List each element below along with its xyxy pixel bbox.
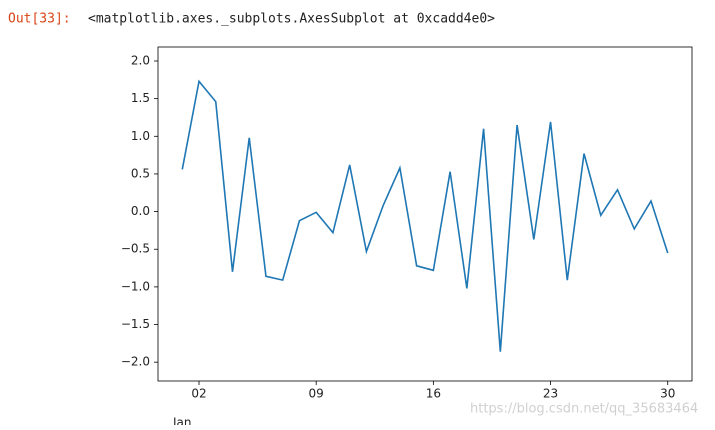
y-tick-label: −1.0 <box>121 279 150 293</box>
y-tick-label: 0.5 <box>131 166 150 180</box>
output-text: <matplotlib.axes._subplots.AxesSubplot a… <box>88 12 495 27</box>
x-tick-label: 23 <box>543 387 558 401</box>
y-tick-label: 1.5 <box>131 91 150 105</box>
x-tick-label: 09 <box>309 387 324 401</box>
y-tick-label: 0.0 <box>131 204 150 218</box>
y-tick-label: −1.5 <box>121 317 150 331</box>
output-prompt: Out[33]: <box>8 12 71 27</box>
x-tick-label: 02 <box>191 387 206 401</box>
y-tick-label: −0.5 <box>121 242 150 256</box>
x-month-label: Jan <box>172 416 192 426</box>
x-tick-label: 16 <box>426 387 441 401</box>
axes-frame <box>157 46 693 382</box>
data-line <box>181 79 669 352</box>
x-tick-label: 30 <box>660 387 675 401</box>
y-tick-label: 1.0 <box>131 129 150 143</box>
watermark: https://blog.csdn.net/qq_35683464 <box>470 402 698 417</box>
y-tick-label: 2.0 <box>131 54 150 68</box>
y-tick-label: −2.0 <box>121 355 150 369</box>
